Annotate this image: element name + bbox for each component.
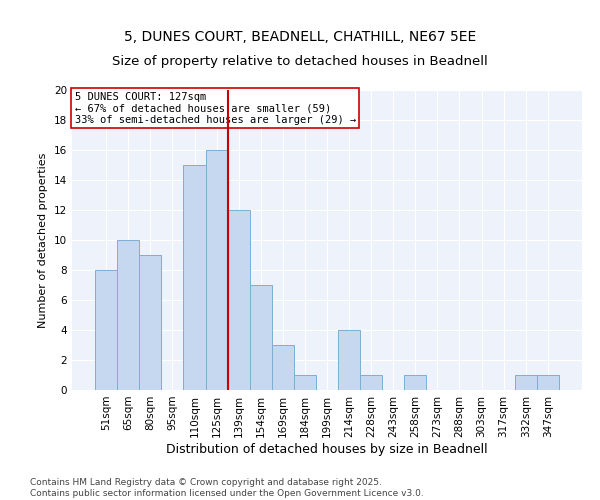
Bar [338, 330, 360, 390]
Text: Contains HM Land Registry data © Crown copyright and database right 2025.
Contai: Contains HM Land Registry data © Crown c… [30, 478, 424, 498]
Bar [227, 210, 250, 390]
Bar [117, 240, 139, 390]
Text: 5, DUNES COURT, BEADNELL, CHATHILL, NE67 5EE: 5, DUNES COURT, BEADNELL, CHATHILL, NE67… [124, 30, 476, 44]
Text: 5 DUNES COURT: 127sqm
← 67% of detached houses are smaller (59)
33% of semi-deta: 5 DUNES COURT: 127sqm ← 67% of detached … [74, 92, 356, 124]
Bar [537, 375, 559, 390]
Bar [250, 285, 272, 390]
Bar [404, 375, 427, 390]
Bar [360, 375, 382, 390]
Text: Size of property relative to detached houses in Beadnell: Size of property relative to detached ho… [112, 55, 488, 68]
Bar [95, 270, 117, 390]
Bar [184, 165, 206, 390]
X-axis label: Distribution of detached houses by size in Beadnell: Distribution of detached houses by size … [166, 442, 488, 456]
Bar [206, 150, 227, 390]
Bar [294, 375, 316, 390]
Bar [272, 345, 294, 390]
Bar [139, 255, 161, 390]
Y-axis label: Number of detached properties: Number of detached properties [38, 152, 49, 328]
Bar [515, 375, 537, 390]
